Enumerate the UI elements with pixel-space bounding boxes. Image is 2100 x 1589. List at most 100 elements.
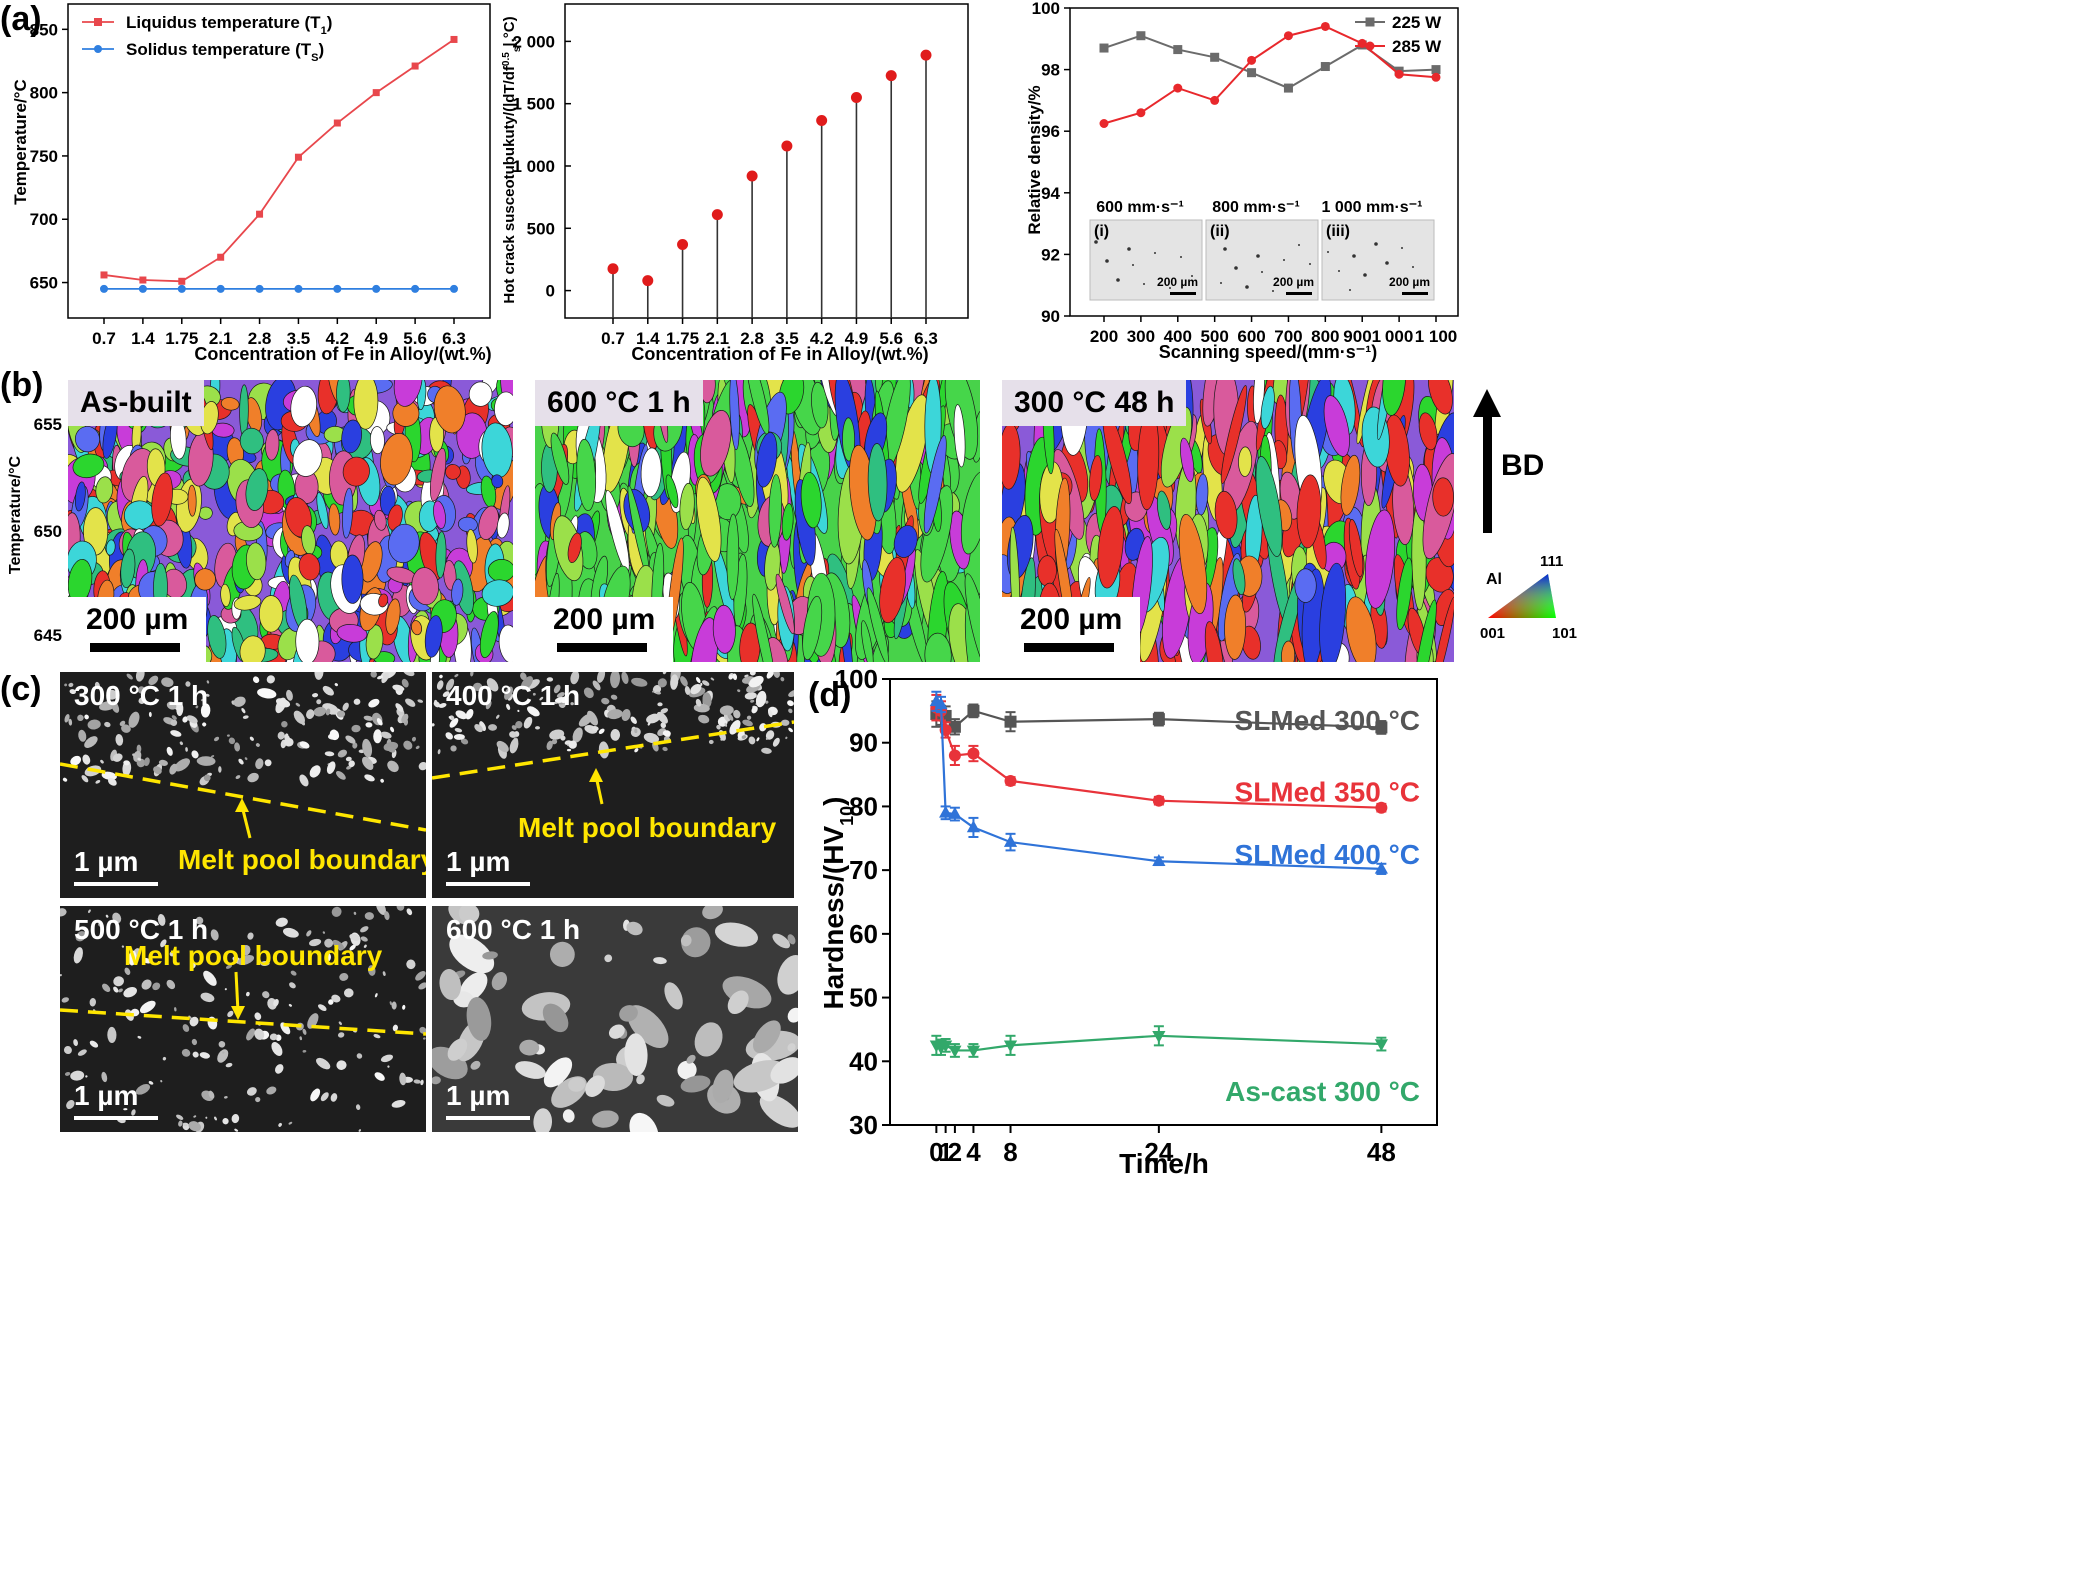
sem-precipitate [160, 1080, 163, 1083]
sem-precipitate [112, 912, 122, 924]
sem-precipitate [553, 684, 561, 694]
sem-precipitate [139, 1000, 156, 1014]
sem-precipitate [309, 938, 322, 947]
sem-precipitate [700, 682, 703, 686]
data-point [948, 749, 961, 762]
sem-precipitate [84, 736, 98, 749]
ebsd-grain [1340, 454, 1361, 516]
sem-image-600c: 600 °C 1 h 1 µm [432, 906, 798, 1132]
sem-precipitate [399, 1072, 407, 1086]
sem-precipitate [546, 740, 553, 751]
sem-scale-bar [74, 1116, 158, 1120]
build-direction-arrow: BD [1473, 389, 1544, 533]
sem-precipitate [402, 672, 415, 677]
sem-precipitate [634, 728, 638, 734]
sem-precipitate [515, 1061, 546, 1079]
sem-precipitate [343, 988, 354, 998]
sem-precipitate [780, 719, 790, 726]
plot-frame [889, 678, 1438, 1126]
sem-precipitate [166, 701, 177, 710]
ebsd-grain [964, 573, 980, 662]
sem-precipitate [280, 1022, 291, 1035]
sem-precipitate [438, 703, 447, 708]
y-tick-label: 50 [849, 983, 878, 1013]
ebsd-grain [298, 553, 321, 581]
data-point [939, 805, 953, 818]
ebsd-grain [781, 503, 794, 541]
sem-precipitate [331, 994, 341, 1003]
chart-density: Relative density/% Scanning speed/(mm·s⁻… [1025, 0, 1459, 362]
x-tick-label: 1.4 [636, 329, 660, 348]
sem-precipitate [264, 759, 272, 767]
sem-precipitate [137, 1035, 142, 1039]
data-point [1152, 713, 1165, 726]
sem-precipitate [342, 702, 349, 711]
sem-precipitate [413, 1079, 421, 1084]
sem-precipitate [506, 703, 511, 710]
sem-precipitate [724, 722, 728, 727]
ebsd-grain [95, 476, 114, 504]
inset-pore [1412, 266, 1414, 268]
ebsd-scale-bar [90, 643, 180, 652]
sem-precipitate [338, 1021, 342, 1026]
data-point [1283, 83, 1293, 93]
data-point [294, 284, 303, 293]
sem-precipitate [465, 708, 474, 720]
ebsd-grain [1260, 385, 1275, 430]
sem-precipitate [482, 951, 498, 960]
sem-precipitate [607, 709, 623, 720]
panel-label-b: (b) [0, 366, 44, 404]
sem-precipitate [761, 747, 772, 754]
sem-precipitate [166, 979, 176, 990]
sem-precipitate [89, 998, 96, 1007]
ebsd-grain [290, 385, 318, 428]
inset-image [1089, 219, 1203, 301]
sem-precipitate [128, 711, 140, 728]
ebsd-grain [494, 391, 513, 426]
sem-precipitate [535, 726, 540, 730]
ebsd-grain [445, 464, 461, 480]
y-tick-label: 94 [1041, 184, 1060, 203]
sem-precipitate [405, 698, 416, 707]
sem-precipitate [418, 982, 426, 990]
data-point [217, 253, 225, 261]
sem-precipitate [94, 681, 100, 690]
x-tick-label: 1 [938, 1137, 952, 1167]
sem-precipitate [237, 955, 255, 966]
x-tick-label: 6.3 [442, 329, 466, 348]
inset-scale-bar [1402, 292, 1428, 295]
ebsd-grain [1296, 474, 1322, 549]
y-tick-label: 1 000 [512, 157, 555, 176]
stem-point [642, 275, 654, 287]
sem-precipitate [104, 721, 111, 728]
sem-precipitate [132, 753, 136, 757]
sem-precipitate [448, 716, 452, 719]
sem-precipitate [174, 1007, 177, 1012]
sem-precipitate [174, 758, 190, 772]
sem-precipitate [598, 728, 605, 734]
sem-precipitate [445, 678, 455, 691]
sem-precipitate [242, 715, 249, 719]
sem-precipitate [336, 1060, 347, 1070]
ylabel-superscript: 0.5 [501, 52, 512, 66]
inset-image [1321, 219, 1435, 301]
sem-precipitate [70, 1070, 85, 1081]
data-point [934, 697, 948, 710]
sem-precipitate [289, 982, 296, 989]
y-tick-label: 700 [30, 210, 58, 229]
sem-precipitate [87, 719, 101, 730]
sem-precipitate [64, 714, 70, 723]
sem-precipitate [218, 1041, 226, 1048]
sem-precipitate [222, 1051, 225, 1054]
chart-temperature: Temperature/°C Concentration of Fe in Al… [11, 3, 492, 364]
sem-scale-text: 1 µm [446, 846, 511, 877]
ebsd-grain [387, 504, 403, 531]
chart-density-xlabel: Scanning speed/(mm·s⁻¹) [1159, 342, 1378, 362]
x-tick-label: 300 [1127, 327, 1155, 346]
sem-precipitate [360, 926, 369, 933]
sem-precipitate [249, 736, 254, 741]
sem-precipitate [746, 715, 752, 720]
ebsd-grain [265, 429, 280, 461]
sem-precipitate [89, 1040, 99, 1048]
sem-precipitate [135, 1084, 150, 1095]
